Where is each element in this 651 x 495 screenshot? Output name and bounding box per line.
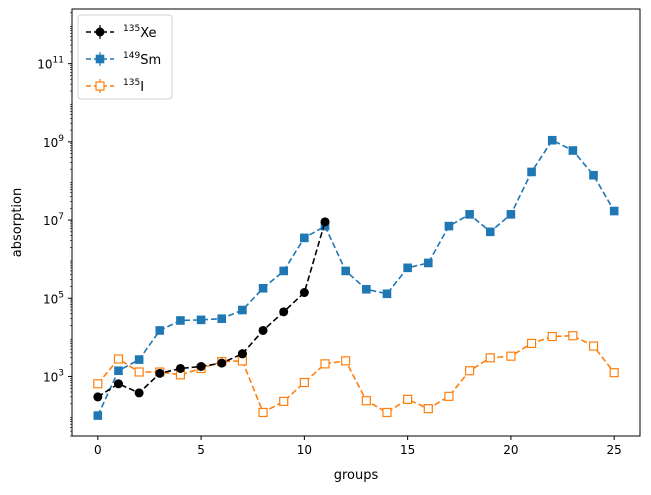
data-point-sm: [176, 316, 185, 325]
data-point-i: [113, 354, 124, 364]
data-point-sm: [589, 170, 598, 180]
legend-item-sm: 149Sm: [86, 51, 161, 68]
y-tick-label: 107: [43, 212, 64, 228]
data-point-xe: [196, 361, 206, 371]
data-point-sm: [403, 263, 412, 273]
data-point-i: [258, 407, 268, 418]
data-point-xe: [279, 307, 289, 317]
data-point-xe: [134, 388, 144, 398]
legend: 135Xe 149Sm 135I: [77, 14, 173, 100]
y-tick-label: 103: [43, 368, 64, 384]
legend-marker-xe: [95, 27, 105, 37]
data-point-xe: [320, 217, 330, 227]
data-point-sm: [279, 266, 289, 276]
data-point-sm: [114, 366, 123, 376]
data-point-sm: [93, 411, 103, 420]
series-sm: [93, 135, 619, 420]
data-point-sm: [485, 227, 495, 237]
x-tick-label: 20: [503, 443, 518, 457]
data-point-sm: [341, 266, 350, 276]
data-point-i: [403, 394, 413, 404]
data-point-xe: [93, 392, 103, 402]
series-layer: [93, 135, 619, 420]
data-point-xe: [217, 358, 227, 368]
data-point-i: [568, 331, 578, 341]
data-point-i: [93, 379, 103, 389]
data-point-sm: [196, 315, 206, 325]
plot-frame: [71, 8, 641, 437]
y-axis-label: absorption: [10, 188, 25, 257]
data-point-sm: [444, 221, 454, 231]
data-point-i: [444, 391, 454, 401]
data-point-sm: [527, 167, 536, 177]
data-point-sm: [300, 233, 309, 243]
data-point-xe: [299, 288, 309, 298]
data-point-sm: [547, 135, 557, 145]
data-point-i: [485, 353, 495, 363]
data-point-xe: [113, 379, 123, 389]
data-point-i: [299, 377, 309, 388]
data-point-i: [465, 366, 475, 376]
series-xe: [93, 217, 330, 402]
data-point-sm: [217, 314, 227, 324]
data-point-xe: [155, 368, 165, 378]
x-tick-label: 5: [197, 443, 205, 457]
series-line-sm: [97, 139, 615, 416]
legend-item-i: 135I: [86, 78, 144, 95]
data-point-i: [361, 396, 371, 406]
data-point-sm: [238, 305, 247, 315]
data-point-i: [320, 359, 330, 369]
data-point-i: [526, 338, 537, 349]
y-tick-label: 1011: [37, 56, 64, 72]
data-point-sm: [155, 326, 165, 335]
y-tick-label: 109: [43, 134, 64, 150]
x-tick-label: 15: [400, 443, 415, 457]
data-point-sm: [382, 289, 392, 299]
data-point-sm: [362, 284, 371, 294]
x-axis-label: groups: [334, 468, 379, 483]
data-point-i: [506, 351, 516, 361]
series-line-xe: [241, 221, 326, 355]
data-point-i: [423, 404, 433, 414]
data-point-sm: [609, 206, 619, 216]
x-tick-label: 10: [297, 443, 312, 457]
data-point-sm: [258, 283, 268, 293]
data-point-sm: [423, 258, 433, 268]
data-point-i: [609, 368, 619, 378]
x-tick-label: 0: [94, 443, 102, 457]
legend-label-i: 135I: [123, 78, 144, 95]
data-point-i: [341, 356, 351, 366]
legend-marker-i: [95, 81, 105, 91]
data-point-i: [588, 341, 599, 351]
y-tick-label: 105: [43, 290, 64, 306]
data-point-i: [134, 367, 144, 377]
data-point-sm: [465, 210, 474, 219]
legend-item-xe: 135Xe: [86, 24, 157, 41]
legend-marker-sm: [95, 54, 105, 64]
data-point-sm: [568, 146, 578, 155]
data-point-i: [382, 407, 392, 418]
x-tick-label: 25: [607, 443, 622, 457]
series-i: [93, 331, 619, 418]
data-point-i: [547, 331, 557, 342]
data-point-sm: [506, 210, 516, 219]
data-point-xe: [237, 349, 247, 359]
data-point-xe: [258, 325, 268, 335]
data-point-sm: [134, 355, 144, 364]
legend-label-sm: 149Sm: [123, 51, 161, 68]
axis-ticks: 0 5 10 15 20 25 103 105 107 109 1011: [37, 12, 622, 457]
series-line-i: [97, 334, 615, 414]
data-point-xe: [175, 363, 185, 373]
data-point-i: [279, 396, 289, 407]
legend-label-xe: 135Xe: [123, 24, 157, 41]
